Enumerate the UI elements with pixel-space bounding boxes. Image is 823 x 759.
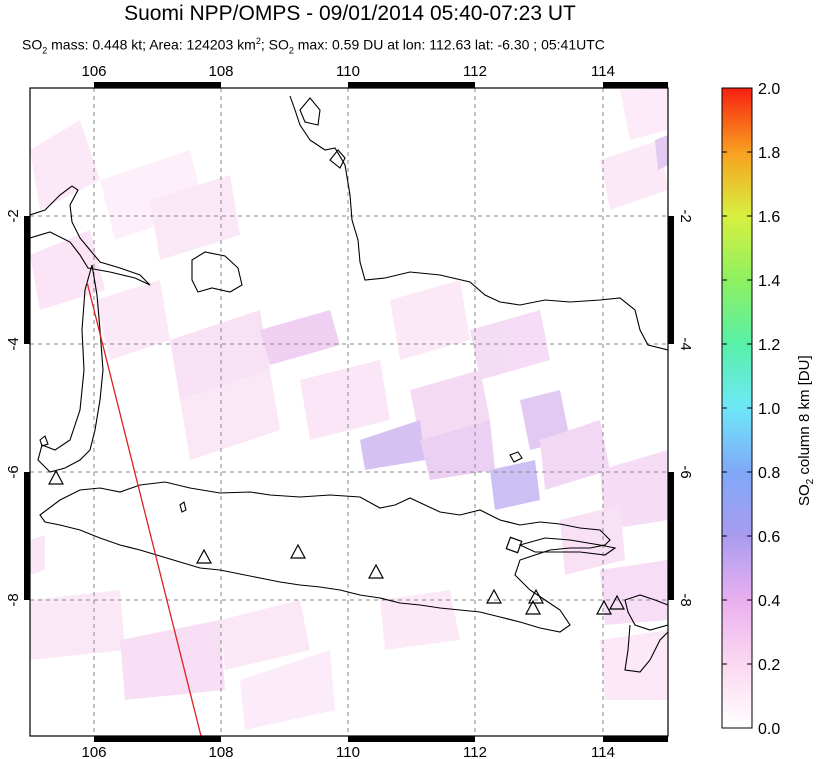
lat-label-left: -6	[5, 465, 22, 478]
volcano-triangle-icon	[195, 548, 213, 564]
lon-label-top: 110	[336, 63, 360, 80]
lon-label-bottom: 108	[208, 744, 233, 759]
volcano-triangle-icon	[608, 594, 626, 610]
lat-label-left: -8	[5, 593, 22, 606]
lat-label-right: -4	[677, 337, 694, 350]
colorbar-tick-label: 1.4	[758, 273, 780, 290]
colorbar-tick-label: 0.8	[758, 465, 780, 482]
colorbar-tick-label: 1.0	[758, 401, 780, 418]
volcano-triangle-icon	[47, 469, 65, 485]
volcano-triangle-icon	[524, 599, 542, 615]
lat-label-right: -6	[677, 465, 694, 478]
colorbar-axis-label: SO2 column 8 km [DU]	[796, 355, 816, 506]
frame-ticks	[24, 82, 674, 742]
volcano-triangle-icon	[367, 563, 385, 579]
colorbar-tick-label: 0.2	[758, 657, 780, 674]
map-subtitle: SO2 mass: 0.448 kt; Area: 124203 km2; SO…	[22, 36, 605, 56]
max-so2-marker	[505, 536, 523, 554]
colorbar-tick-label: 1.2	[758, 337, 780, 354]
colorbar-ticks	[722, 151, 752, 729]
lat-label-right: -2	[677, 209, 694, 222]
volcano-triangle-icon	[527, 588, 545, 604]
lon-label-top: 108	[208, 63, 233, 80]
colorbar-tick-label: 0.0	[758, 721, 780, 738]
lon-label-bottom: 106	[81, 744, 106, 759]
colorbar-tick-label: 0.6	[758, 529, 780, 546]
lon-label-top: 106	[81, 63, 106, 80]
colorbar-tick-label: 1.6	[758, 209, 780, 226]
lon-label-bottom: 114	[591, 744, 615, 759]
lat-label-left: -2	[5, 209, 22, 222]
lon-label-bottom: 110	[336, 744, 360, 759]
map-gridlines	[30, 88, 668, 736]
so2-field	[30, 88, 668, 730]
lon-label-top: 112	[463, 63, 487, 80]
lat-label-left: -4	[5, 337, 22, 350]
colorbar-tick-label: 2.0	[758, 81, 780, 98]
volcano-triangle-icon	[485, 588, 503, 604]
lat-label-right: -8	[677, 593, 694, 606]
colorbar-tick-label: 1.8	[758, 145, 780, 162]
colorbar-tick-label: 0.4	[758, 593, 780, 610]
volcano-triangle-icon	[289, 543, 307, 559]
map-title: Suomi NPP/OMPS - 09/01/2014 05:40-07:23 …	[124, 2, 576, 25]
lon-label-top: 114	[591, 63, 615, 80]
volcano-markers	[47, 469, 626, 615]
volcano-triangle-icon	[595, 599, 613, 615]
coastlines	[30, 95, 668, 673]
lon-label-bottom: 112	[463, 744, 487, 759]
swath-edge-line	[86, 281, 202, 736]
